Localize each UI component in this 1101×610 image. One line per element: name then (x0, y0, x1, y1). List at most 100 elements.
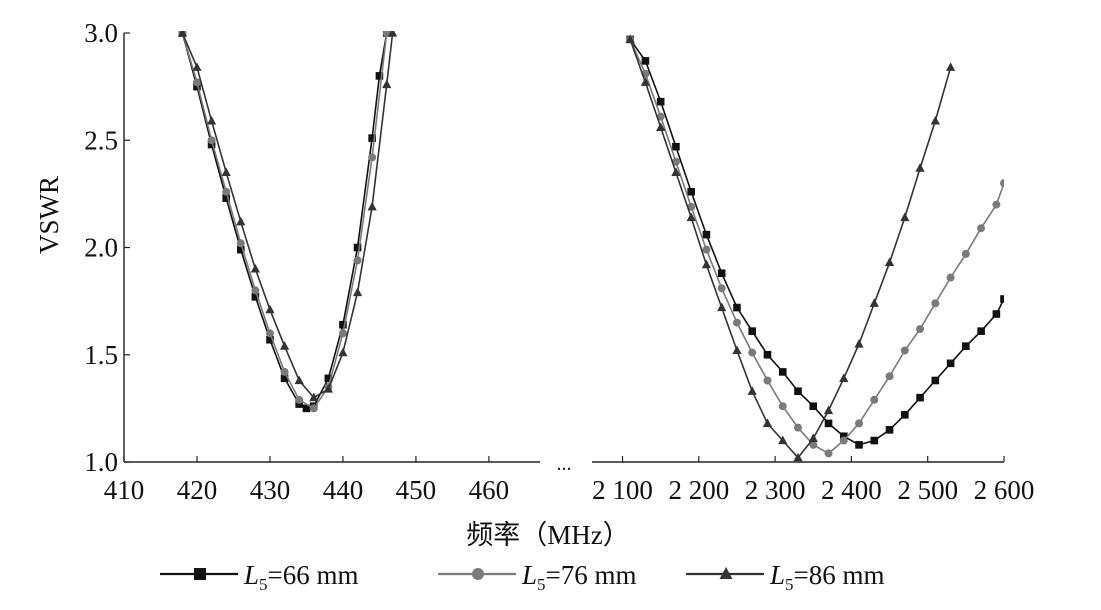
data-point-circle (192, 78, 201, 87)
axis-break-marker: ... (557, 453, 572, 475)
panel-low (177, 31, 398, 413)
data-point-circle (900, 346, 909, 355)
data-point-triangle (930, 115, 940, 125)
data-point-square (717, 269, 726, 278)
y-tick-label: 2.0 (84, 233, 118, 263)
legend-label: L5=66 mm (243, 560, 359, 594)
data-point-square (855, 441, 863, 449)
data-point-circle (265, 329, 274, 338)
series-line-1-high (629, 38, 1004, 446)
data-point-circle (656, 112, 665, 121)
data-point-triangle (625, 34, 635, 44)
y-tick-label: 1.0 (84, 447, 118, 477)
data-point-circle (732, 318, 741, 327)
data-point-circle (251, 286, 260, 295)
data-point-circle (702, 245, 711, 254)
data-point-triangle (839, 373, 849, 382)
data-point-circle (671, 157, 680, 166)
data-point-circle (717, 284, 726, 293)
data-point-triangle (640, 77, 651, 86)
data-point-triangle (686, 212, 696, 222)
panel-high (625, 34, 1004, 462)
data-point-triangle (294, 375, 304, 385)
legend-entry-3: L5=86 mm (686, 560, 885, 594)
legend-label: L5=86 mm (769, 560, 885, 594)
data-point-circle (870, 395, 879, 404)
data-point-triangle (945, 62, 956, 71)
data-point-circle (295, 395, 304, 404)
data-point-circle (207, 136, 216, 145)
series-line-3-high (629, 39, 952, 459)
data-point-triangle (279, 341, 290, 350)
data-point-circle (992, 200, 1001, 209)
tick-labels: 1.0 1.5 2.0 2.5 3.0 410 420 430 440 450 460 2 100 2 … (84, 18, 1034, 505)
data-point-triangle (221, 167, 231, 177)
data-point-circle (763, 376, 772, 385)
data-point-square (295, 400, 303, 408)
data-point-triangle (177, 31, 187, 37)
data-point-square (824, 419, 833, 428)
data-point-square (251, 293, 260, 301)
series-line-3-low (181, 32, 394, 399)
data-point-triangle (808, 433, 818, 443)
data-point-square (353, 243, 362, 252)
x-axis-title: 频率（MHz） (466, 520, 630, 550)
data-point-circle (946, 273, 955, 282)
data-point-triangle (747, 386, 757, 395)
data-point-circle (961, 249, 970, 258)
data-point-triangle (732, 345, 742, 355)
data-point-circle (1000, 179, 1004, 188)
plot-area (177, 31, 1004, 462)
legend-label: L5=76 mm (521, 560, 637, 594)
data-point-square (236, 245, 245, 254)
y-axis-title: VSWR (34, 176, 64, 254)
legend-marker-circle (472, 568, 484, 580)
data-point-triangle (717, 302, 727, 312)
data-point-square (302, 404, 311, 413)
data-point-circle (977, 224, 986, 233)
data-point-square (280, 374, 289, 383)
series-line-1-low (181, 32, 388, 410)
data-point-triangle (762, 418, 773, 427)
data-point-circle (309, 404, 318, 413)
data-point-square (193, 82, 201, 91)
data-point-triangle (823, 405, 834, 415)
data-point-square (733, 303, 741, 312)
data-point-circle (368, 153, 377, 162)
series-line-2-low (181, 32, 388, 410)
data-point-square (992, 310, 1001, 318)
data-point-circle (236, 239, 245, 248)
data-point-square (870, 436, 879, 445)
data-point-square (946, 359, 955, 368)
x-tick-label: 450 (396, 475, 437, 505)
data-point-circle (794, 423, 802, 432)
x-tick-label: 2 500 (897, 475, 958, 505)
legend: L5=66 mm L5=76 mm L5=86 mm (160, 560, 885, 594)
data-point-square (763, 350, 772, 359)
x-tick-label: 460 (469, 475, 510, 505)
data-point-triangle (854, 339, 864, 348)
x-tick-label: 410 (104, 475, 145, 505)
data-point-triangle (671, 167, 681, 177)
data-point-square (672, 142, 680, 151)
data-point-circle (222, 187, 231, 196)
data-point-triangle (309, 392, 319, 402)
data-point-triangle (387, 31, 398, 37)
data-point-circle (916, 325, 925, 334)
data-point-square (207, 140, 216, 149)
legend-marker-triangle (719, 567, 733, 579)
data-point-circle (931, 299, 940, 308)
x-tick-label: 430 (250, 475, 291, 505)
data-point-triangle (250, 263, 260, 273)
data-point-square (702, 230, 711, 239)
x-tick-label: 2 600 (974, 475, 1035, 505)
data-point-triangle (265, 304, 275, 314)
data-point-triangle (367, 201, 377, 211)
data-point-circle (778, 402, 787, 411)
x-tick-label: 420 (177, 475, 218, 505)
data-point-circle (885, 372, 894, 381)
data-point-square (839, 432, 848, 441)
data-point-circle (809, 440, 818, 449)
data-point-triangle (656, 122, 666, 131)
